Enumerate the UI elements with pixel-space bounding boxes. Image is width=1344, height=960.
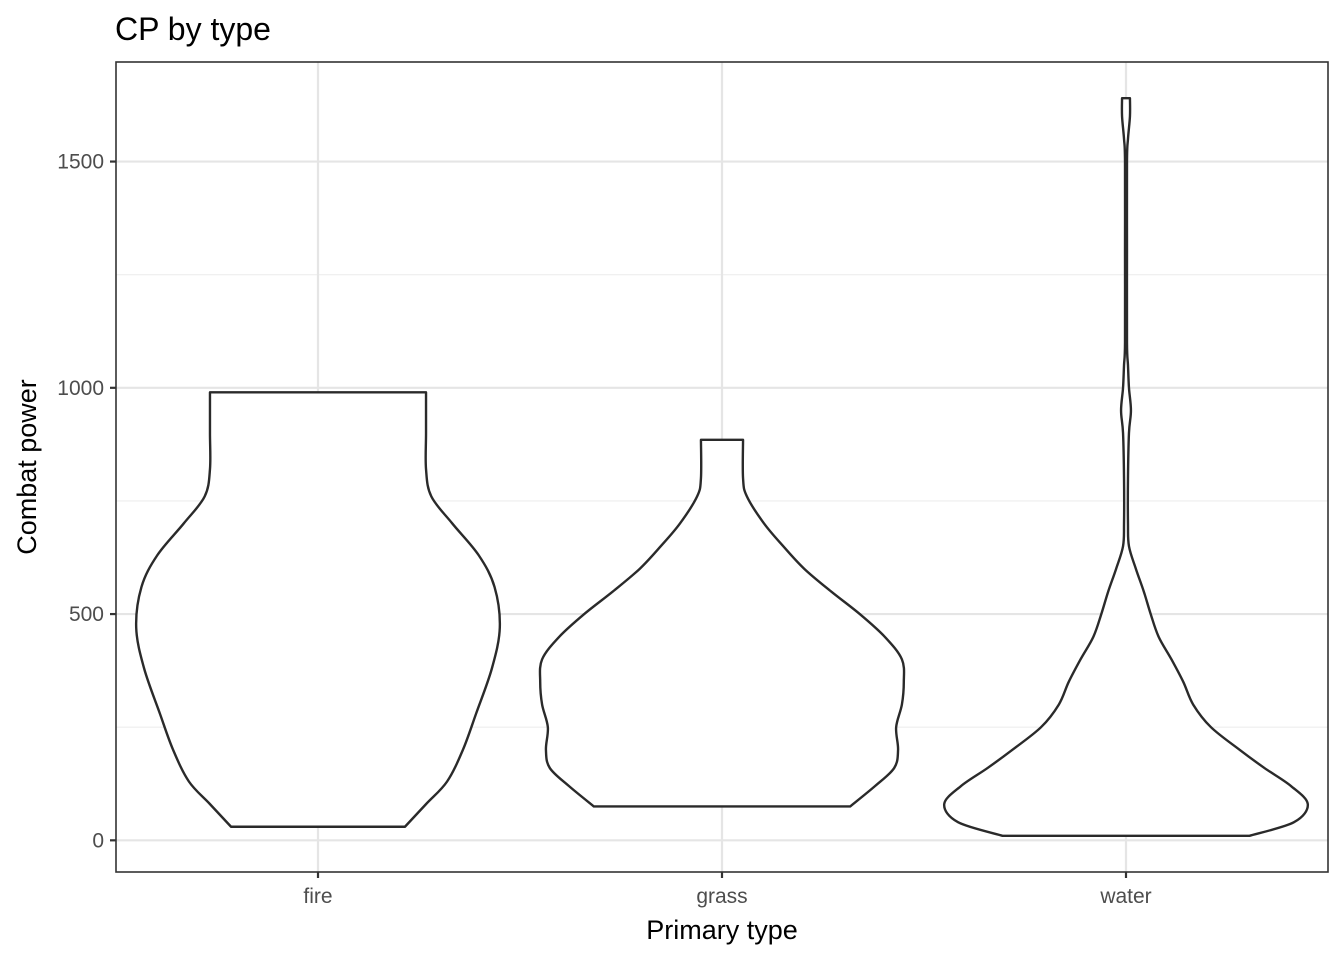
y-tick-label: 1000 — [57, 377, 104, 400]
chart-title: CP by type — [115, 11, 271, 47]
y-axis-title: Combat power — [12, 379, 42, 555]
violin-grass — [538, 438, 906, 808]
violin-water — [942, 97, 1310, 837]
violins — [134, 97, 1310, 837]
x-tick-label: fire — [303, 885, 332, 908]
y-tick-label: 0 — [92, 829, 104, 852]
y-tick-label: 500 — [69, 603, 104, 626]
violin-fire — [134, 391, 502, 828]
x-tick-label: water — [1099, 885, 1151, 908]
axes: 0 500 1000 1500 fire grass water — [57, 151, 1151, 908]
y-tick-label: 1500 — [57, 151, 104, 174]
x-axis-title: Primary type — [646, 915, 798, 945]
x-tick-label: grass — [696, 885, 747, 908]
